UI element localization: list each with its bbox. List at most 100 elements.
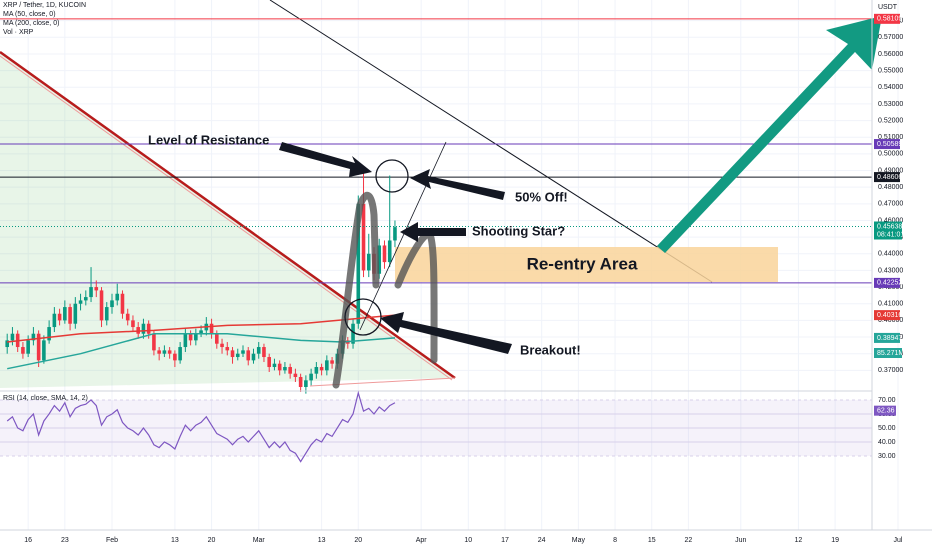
candle-body: [387, 240, 392, 263]
marker-stroke: [332, 192, 380, 389]
candle-body: [298, 377, 303, 388]
rsi-tag: [874, 405, 896, 416]
level-label: 0.50589: [877, 141, 902, 148]
arrow: [380, 312, 512, 354]
x-tick-label: 22: [685, 537, 693, 544]
candle-body: [68, 307, 72, 324]
candle-body: [120, 293, 125, 314]
candle-body: [125, 313, 130, 321]
candle-body: [131, 320, 135, 328]
candle-body: [5, 340, 9, 348]
ma-line: [7, 314, 396, 343]
level-label: 0.58109: [877, 16, 902, 23]
candle-body: [47, 327, 51, 341]
candle-body: [230, 350, 235, 358]
candle-body: [21, 347, 25, 354]
arrow: [400, 222, 466, 242]
y-tick-label: 0.46000: [878, 217, 903, 224]
x-tick-label: May: [572, 537, 586, 544]
rsi-last-label: 62.36: [877, 408, 895, 415]
candle-body: [94, 287, 99, 291]
candle-body: [220, 343, 224, 348]
candle-body: [330, 360, 334, 364]
x-tick-label: 20: [354, 537, 362, 544]
candle-body: [188, 333, 193, 341]
candle-body: [89, 287, 93, 298]
rsi-tick-label: 30.00: [878, 453, 896, 460]
candle-body: [209, 323, 214, 334]
arrow: [410, 169, 505, 200]
candle-body: [272, 363, 277, 368]
y-tick-label: 0.57000: [878, 34, 903, 41]
trend-line: [359, 141, 447, 331]
candle-body: [194, 333, 198, 341]
x-tick-label: 16: [24, 537, 32, 544]
candle-body: [314, 367, 319, 374]
x-tick-label: 17: [501, 537, 509, 544]
ma-tag: [874, 310, 900, 321]
y-tick-label: 0.43000: [878, 267, 903, 274]
annotation: 50% Off!: [515, 189, 568, 204]
x-tick-label: 10: [464, 537, 472, 544]
candle-body: [225, 347, 230, 351]
y-tick-label: 0.51000: [878, 134, 903, 141]
volume-tag: [874, 348, 902, 358]
volume-label: 85.271M: [877, 350, 904, 357]
candle-body: [52, 313, 57, 328]
y-tick-label: 0.47000: [878, 201, 903, 208]
candle-body: [277, 363, 282, 371]
y-tick-label: 0.54000: [878, 84, 903, 91]
x-tick-label: 13: [318, 537, 326, 544]
y-tick-label: 0.50000: [878, 151, 903, 158]
candle-body: [288, 367, 292, 374]
marker-stroke: [394, 230, 438, 364]
level-tag: [874, 172, 900, 183]
candle-body: [157, 350, 161, 354]
level-label: 0.48606: [877, 174, 902, 181]
x-tick-label: 20: [208, 537, 216, 544]
candle-body: [262, 347, 266, 358]
level-tag: [874, 13, 900, 24]
candle-body: [73, 303, 78, 324]
y-tick-label: 0.40000: [878, 317, 903, 324]
price-tag: [874, 221, 902, 240]
candle-body: [246, 350, 251, 361]
y-tick-label: 0.44000: [878, 251, 903, 258]
big-arrow: [657, 16, 882, 253]
x-tick-label: Jul: [894, 537, 903, 544]
candle-body: [356, 203, 361, 324]
y-tick-label: 0.52000: [878, 117, 903, 124]
candle-body: [141, 323, 146, 334]
candle-body: [146, 323, 151, 334]
y-tick-label: 0.49000: [878, 167, 903, 174]
countdown: 08:41:01: [877, 231, 904, 238]
x-tick-label: Apr: [416, 537, 428, 544]
ma-tag: [874, 332, 900, 343]
x-tick-label: 8: [613, 537, 617, 544]
candle-body: [283, 367, 287, 371]
level-label: 0.42252: [877, 280, 902, 287]
ma-label: 0.40316: [877, 312, 902, 319]
arrow: [279, 142, 372, 177]
rsi-title: RSI (14, close, SMA, 14, 2): [3, 395, 88, 402]
candle-body: [183, 333, 188, 348]
rsi-tick-label: 70.00: [878, 397, 896, 404]
candle-body: [241, 350, 245, 354]
ma-label: 0.38947: [877, 335, 902, 342]
annotation: Shooting Star?: [472, 223, 565, 238]
candle-body: [173, 353, 177, 361]
candle-body: [351, 323, 355, 344]
candle-body: [361, 203, 366, 271]
x-tick-label: Feb: [106, 537, 118, 544]
y-tick-label: 0.37000: [878, 367, 903, 374]
circle: [344, 298, 382, 336]
x-tick-label: 23: [61, 537, 69, 544]
candle-body: [63, 307, 67, 321]
candle-body: [267, 357, 271, 368]
x-tick-label: 12: [795, 537, 803, 544]
candle-body: [31, 333, 36, 341]
candle-body: [104, 307, 109, 321]
candle-body: [42, 340, 46, 361]
annotation: Breakout!: [520, 342, 581, 357]
